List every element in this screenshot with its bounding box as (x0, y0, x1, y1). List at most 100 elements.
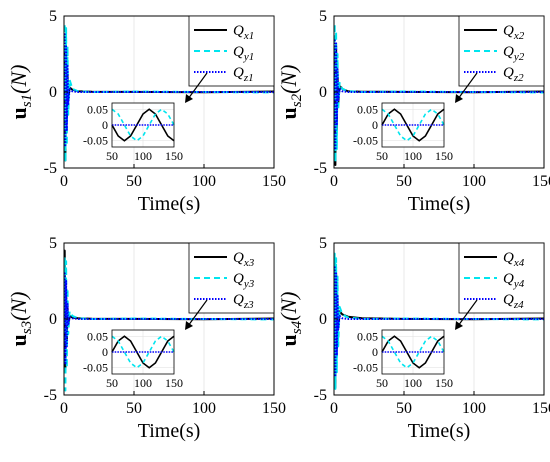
legend-label: Qx1 (233, 23, 254, 42)
y-axis-label-main: u (276, 334, 301, 346)
inset-x-tick-label: 50 (376, 149, 388, 163)
legend-label-sub: y4 (513, 278, 525, 290)
legend-label-sub: x2 (513, 30, 525, 42)
y-tick-label: -5 (314, 387, 327, 404)
inset-x-tick-label: 100 (404, 376, 422, 390)
subplot-s4: 05010015050-5Time(s)us4(N)Qx4Qy4Qz450100… (276, 235, 550, 442)
x-tick-label: 150 (262, 400, 286, 417)
y-axis-label-unit: (N) (6, 292, 31, 321)
x-tick-label: 100 (462, 400, 486, 417)
zoom-arrow-shaft (457, 299, 478, 327)
y-axis-label-unit: (N) (6, 65, 31, 94)
inset-x-tick-label: 50 (106, 149, 118, 163)
series-group (64, 22, 274, 163)
inset-plot: 50 100 150 0.05 0 -0.05 (353, 102, 453, 163)
inset-y-tick-label: 0.05 (357, 102, 378, 116)
legend-label: Qx4 (503, 250, 525, 269)
x-tick-label: 0 (330, 173, 338, 190)
x-tick-label: 100 (462, 173, 486, 190)
x-tick-label: 50 (396, 173, 412, 190)
legend-label-sub: y3 (243, 278, 255, 290)
y-axis-label-sub: s3 (19, 321, 35, 334)
inset-frame (381, 329, 445, 375)
subplot-s2: 05010015050-5Time(s)us2(N)Qx2Qy2Qz250100… (276, 8, 550, 215)
zoom-arrow-shaft (187, 299, 208, 327)
y-axis-label-sub: s2 (289, 93, 305, 107)
zoom-arrow-head (185, 321, 193, 330)
x-tick-label: 100 (192, 400, 216, 417)
inset-series-line-Q_x1 (111, 108, 175, 142)
series-line-Q_z4 (334, 264, 544, 378)
inset-y-tick-label: 0 (102, 118, 108, 132)
series-line-Q_z1 (64, 33, 274, 147)
inset-series-line-Q_x4 (381, 335, 445, 369)
y-axis-label: us1(N) (6, 65, 35, 120)
legend-box (188, 242, 275, 314)
series-group (64, 249, 274, 392)
legend-label-sub: x3 (243, 257, 255, 269)
y-axis-label-main: u (276, 107, 301, 119)
legend-label-main: Q (503, 250, 514, 266)
x-tick-label: 0 (60, 400, 68, 417)
inset-series-line-Q_y1 (111, 108, 175, 142)
legend-box (458, 242, 545, 314)
zoom-arrow-head (455, 94, 463, 103)
legend-label: Qz1 (233, 65, 254, 84)
legend-label: Qz2 (503, 65, 524, 84)
y-tick-label: 0 (49, 311, 57, 328)
inset-y-tick-label: -0.05 (83, 361, 108, 375)
inset-plot: 50 100 150 0.05 0 -0.05 (83, 102, 183, 163)
y-axis-label: us4(N) (276, 292, 305, 347)
inset-plot: 50 100 150 0.05 0 -0.05 (353, 329, 453, 390)
series-group (334, 252, 544, 390)
inset-y-tick-label: 0 (372, 118, 378, 132)
legend-label-main: Q (503, 44, 514, 60)
y-axis-label-main: u (6, 107, 31, 119)
inset-x-tick-label: 150 (435, 149, 453, 163)
legend-label-main: Q (233, 271, 244, 287)
series-line-Q_z2 (334, 37, 544, 151)
inset-series-line-Q_x2 (381, 108, 445, 142)
legend-box (188, 15, 275, 87)
legend-label-sub: y2 (513, 51, 525, 63)
y-tick-label: 0 (319, 311, 327, 328)
inset-x-tick-label: 50 (106, 376, 118, 390)
inset-frame (381, 102, 445, 148)
inset-x-tick-label: 100 (134, 376, 152, 390)
x-axis-label: Time(s) (408, 193, 471, 215)
inset-series-line-Q_x3 (111, 335, 175, 369)
x-axis-label: Time(s) (138, 420, 201, 442)
inset-y-tick-label: 0.05 (87, 102, 108, 116)
legend-label-sub: z3 (243, 299, 254, 311)
legend-label-main: Q (233, 250, 244, 266)
inset-series-line-Q_y2 (381, 108, 445, 142)
x-tick-label: 150 (262, 173, 286, 190)
y-tick-label: 5 (49, 235, 57, 252)
y-tick-label: 5 (319, 235, 327, 252)
y-tick-label: 5 (319, 8, 327, 25)
inset-series-line-Q_y4 (381, 335, 445, 369)
y-tick-label: -5 (44, 387, 57, 404)
y-axis-label: us3(N) (6, 292, 35, 347)
legend-label: Qz3 (233, 292, 254, 311)
inset-frame (111, 329, 175, 375)
x-axis-label: Time(s) (408, 420, 471, 442)
y-axis-label-sub: s4 (289, 320, 305, 334)
legend-label-sub: x4 (513, 257, 525, 269)
inset-x-tick-label: 150 (165, 149, 183, 163)
legend-label-sub: x1 (243, 30, 254, 42)
legend-label-main: Q (503, 271, 514, 287)
legend-box (458, 15, 545, 87)
inset-y-tick-label: -0.05 (83, 134, 108, 148)
inset-y-tick-label: -0.05 (353, 361, 378, 375)
y-tick-label: -5 (44, 160, 57, 177)
legend-label-main: Q (503, 292, 514, 308)
legend-label: Qx3 (233, 250, 255, 269)
x-tick-label: 0 (330, 400, 338, 417)
